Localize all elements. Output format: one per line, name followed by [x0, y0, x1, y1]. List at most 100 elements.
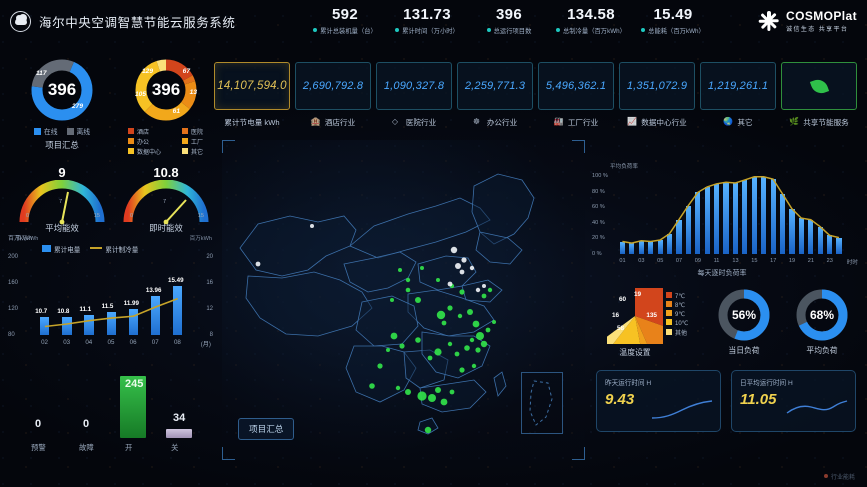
status-bar-chart: 0 预警 0 故障 245 开 34 关 — [8, 360, 213, 460]
bar — [84, 314, 94, 335]
x-axis-tick: 06 — [129, 339, 137, 346]
average-load-title: 平均负荷 — [806, 346, 838, 355]
average-load-ring-wrap: 68% 平均负荷 — [786, 288, 858, 356]
corner-decoration — [222, 140, 235, 153]
industry-label-5[interactable]: 📈 数据中心行业 — [619, 114, 695, 130]
x-axis-tick: 03 — [63, 339, 71, 346]
industry-label-0[interactable]: 累计节电量 kWh — [214, 114, 290, 130]
kpi-label: 总能耗（百万kWh） — [632, 26, 714, 35]
page-title: 海尔中央空调智慧节能云服务系统 — [39, 16, 236, 30]
industry-label-1[interactable]: 🏨 酒店行业 — [295, 114, 371, 130]
app-logo: 海尔中央空调智慧节能云服务系统 — [10, 11, 236, 32]
x-axis-label: (月) — [200, 341, 211, 348]
industry-card-value: 1,351,072.9 — [626, 80, 688, 92]
industry-label-7[interactable]: 🌿 共享节能服务 — [781, 114, 857, 130]
brand-name: COSMOPlat — [786, 9, 857, 23]
industry-card-value: 1,090,327.8 — [383, 80, 445, 92]
kpi-item: 134.58 总制冷量（百万kWh） — [550, 6, 632, 35]
hour-bar — [648, 241, 654, 254]
legend-item-other: 其它 — [182, 147, 216, 156]
kpi-label: 累计时间（万小时） — [386, 26, 468, 35]
segment-value-datacenter: 129 — [142, 68, 154, 75]
cloud-icon — [10, 11, 31, 32]
hour-bar — [751, 176, 757, 254]
legend-online: 在线 — [33, 126, 58, 136]
chart-legend: 累计电量 累计制冷量 — [42, 244, 138, 254]
kpi-label: 累计总装机量（台） — [304, 26, 386, 35]
industry-card-2[interactable]: 1,090,327.8 — [376, 62, 452, 110]
runtime-cards: 昨天运行时间 H 9.43 日平均运行时间 H 11.05 — [596, 370, 856, 432]
gauge-tick-mid: 7 — [163, 199, 167, 205]
industry-card-value: 5,496,362.1 — [545, 80, 607, 92]
average-efficiency-gauge: 9 0 7 15 平均能效 百万kWh — [14, 165, 110, 242]
segment-value-factory: 105 — [135, 91, 147, 98]
hotel-icon: 🏨 — [310, 117, 321, 126]
industry-card-1[interactable]: 2,690,792.8 — [295, 62, 371, 110]
legend-item-9c: 9℃ — [666, 310, 688, 318]
runtime-card-value: 11.05 — [740, 391, 777, 408]
industry-card-6[interactable]: 1,219,261.1 — [700, 62, 776, 110]
industry-label-4[interactable]: 🏭 工厂行业 — [538, 114, 614, 130]
runtime-card-daily-average[interactable]: 日平均运行时间 H 11.05 — [731, 370, 856, 432]
industry-label-text: 酒店行业 — [324, 117, 356, 127]
x-axis-tick: 07 — [151, 339, 159, 346]
industry-card-3[interactable]: 2,259,771.3 — [457, 62, 533, 110]
bar-value-label: 10.8 — [57, 307, 70, 315]
legend-item-datacenter: 数据中心 — [128, 147, 174, 156]
legend-item-7c: 7℃ — [666, 292, 688, 300]
project-summary-map-button[interactable]: 项目汇总 — [238, 418, 295, 440]
runtime-card-yesterday[interactable]: 昨天运行时间 H 9.43 — [596, 370, 721, 432]
load-rate-line — [622, 176, 840, 244]
hour-bar — [770, 179, 776, 254]
x-axis-tick: 03 — [638, 258, 645, 264]
industry-label-3[interactable]: ☸ 办公行业 — [457, 114, 533, 130]
industry-card-7[interactable] — [781, 62, 857, 110]
y-axis-tick-left: 120 — [8, 306, 19, 312]
y-axis-tick: 20 % — [592, 235, 605, 242]
gauge-tick-max: 15 — [197, 213, 204, 219]
today-load-ring-wrap: 56% 当日负荷 — [708, 288, 780, 356]
industry-label-6[interactable]: 🌏 其它 — [700, 114, 776, 130]
bar-value-label: 11.1 — [79, 305, 92, 313]
starburst-icon — [758, 10, 780, 32]
industry-donut-panel: 396 67 13 61 105 129 酒店 医院 办公 工厂 数据中心 其它 — [116, 58, 216, 156]
kpi-value: 131.73 — [403, 6, 451, 23]
gauge-unit: 百万kWh — [189, 236, 212, 242]
temperature-and-load-panel: 135 58 16 60 19 温度设置 7℃ 8℃ 9℃ 10℃ 其他 56%… — [583, 264, 858, 368]
hour-bar — [704, 186, 710, 254]
kpi-item: 131.73 累计时间（万小时） — [386, 6, 468, 35]
x-axis-tick: 05 — [657, 258, 664, 264]
industry-card-5[interactable]: 1,351,072.9 — [619, 62, 695, 110]
industry-card-value: 1,219,261.1 — [707, 80, 769, 92]
corner-decoration — [572, 140, 585, 153]
industry-card-value: 2,690,792.8 — [302, 80, 364, 92]
gauge-tick-min: 0 — [26, 213, 30, 219]
y-axis-tick: 80 % — [592, 188, 605, 195]
hour-bar — [779, 193, 786, 254]
kpi-item: 592 累计总装机量（台） — [304, 6, 386, 35]
brand-tagline: 诚信生态 共享平台 — [786, 27, 849, 33]
x-axis-tick: 13 — [732, 258, 739, 264]
x-axis-tick: 17 — [770, 258, 777, 264]
kpi-item: 396 总运行项目数 — [468, 6, 550, 35]
sparkline — [786, 400, 848, 414]
bar-value-label: 13.96 — [145, 287, 162, 295]
pie-value-other: 19 — [634, 291, 642, 298]
industry-label-2[interactable]: ◇ 医院行业 — [376, 114, 452, 130]
y-axis-tick-right: 12 — [206, 306, 213, 312]
legend-item-office: 办公 — [128, 137, 174, 146]
china-map-panel[interactable]: 项目汇总 — [222, 140, 585, 460]
temperature-pie-wrap: 135 58 16 60 19 温度设置 — [583, 264, 687, 368]
industry-label-text: 工厂行业 — [567, 117, 599, 127]
x-axis-tick: 11 — [713, 258, 720, 264]
bar — [62, 316, 72, 335]
industry-card-0[interactable]: 14,107,594.0 — [214, 62, 290, 110]
status-label-2: 开 — [125, 443, 133, 452]
hour-bar — [732, 183, 739, 254]
industry-card-4[interactable]: 5,496,362.1 — [538, 62, 614, 110]
bar-value-label: 15.49 — [168, 277, 184, 285]
corner-decoration — [222, 447, 235, 460]
china-map-svg[interactable] — [222, 140, 585, 460]
hour-bar — [827, 235, 833, 254]
hour-bar — [817, 226, 823, 254]
